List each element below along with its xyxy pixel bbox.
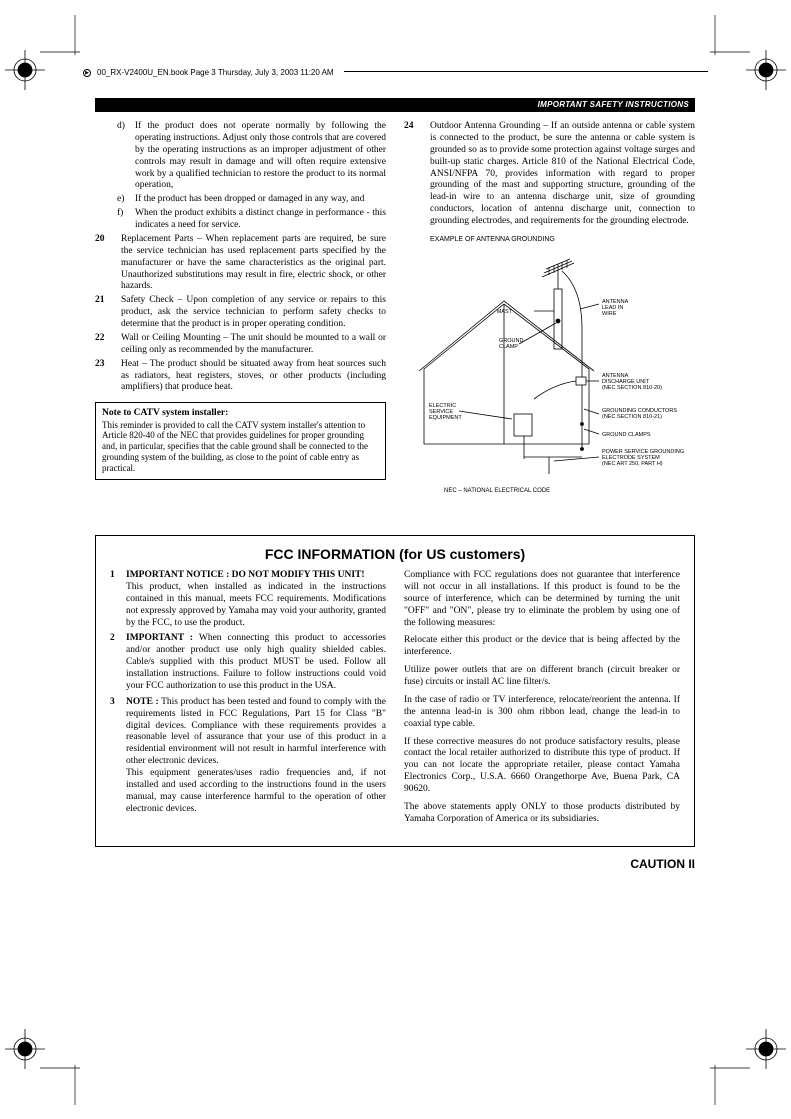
item-text: Replacement Parts – When replacement par… xyxy=(121,234,386,293)
fcc-para: Relocate either this product or the devi… xyxy=(404,635,680,659)
fcc-title: FCC INFORMATION (for US customers) xyxy=(110,546,680,562)
marker: d) xyxy=(95,121,135,192)
fcc-para: Compliance with FCC regulations does not… xyxy=(404,570,680,629)
marker: 3 xyxy=(110,697,126,816)
fcc-box: FCC INFORMATION (for US customers) 1 IMP… xyxy=(95,535,695,847)
caution-footer: CAUTION II xyxy=(95,857,695,871)
item-text: Heat – The product should be situated aw… xyxy=(121,359,386,395)
marker: 21 xyxy=(95,295,121,331)
item-text: Outdoor Antenna Grounding – If an outsid… xyxy=(430,121,695,228)
right-column: 24Outdoor Antenna Grounding – If an outs… xyxy=(404,121,695,495)
diagram-caption: NEC – NATIONAL ELECTRICAL CODE xyxy=(444,488,695,496)
marker: 24 xyxy=(404,121,430,228)
fcc-item: IMPORTANT NOTICE : DO NOT MODIFY THIS UN… xyxy=(126,570,386,629)
item-text: When the product exhibits a distinct cha… xyxy=(135,208,386,232)
marker: 22 xyxy=(95,333,121,357)
book-icon xyxy=(83,69,91,77)
fcc-item: IMPORTANT : When connecting this product… xyxy=(126,633,386,692)
fcc-para: In the case of radio or TV interference,… xyxy=(404,695,680,731)
svg-text:EQUIPMENT: EQUIPMENT xyxy=(429,415,462,421)
svg-text:(NEC SECTION 810-21): (NEC SECTION 810-21) xyxy=(602,414,662,420)
label-mast: MAST xyxy=(497,309,513,315)
fcc-right-column: Compliance with FCC regulations does not… xyxy=(404,570,680,832)
marker: 23 xyxy=(95,359,121,395)
header-book-line: 00_RX-V2400U_EN.book Page 3 Thursday, Ju… xyxy=(83,68,708,77)
fcc-para: If these corrective measures do not prod… xyxy=(404,737,680,796)
svg-text:CLAMP: CLAMP xyxy=(499,344,518,350)
fcc-item: NOTE : This product has been tested and … xyxy=(126,697,386,816)
note-body: This reminder is provided to call the CA… xyxy=(102,420,379,474)
fcc-left-column: 1 IMPORTANT NOTICE : DO NOT MODIFY THIS … xyxy=(110,570,386,832)
antenna-grounding-diagram: MAST ANTENNA LEAD IN WIRE GROUND CLAMP A… xyxy=(404,249,695,484)
svg-text:(NEC ART 250, PART H): (NEC ART 250, PART H) xyxy=(602,461,663,467)
item-text: Safety Check – Upon completion of any se… xyxy=(121,295,386,331)
catv-note-box: Note to CATV system installer: This remi… xyxy=(95,402,386,479)
fcc-para: Utilize power outlets that are on differ… xyxy=(404,665,680,689)
header-text: 00_RX-V2400U_EN.book Page 3 Thursday, Ju… xyxy=(97,68,334,77)
item-text: If the product does not operate normally… xyxy=(135,121,386,192)
marker: f) xyxy=(95,208,135,232)
fcc-para: The above statements apply ONLY to those… xyxy=(404,802,680,826)
left-column: d)If the product does not operate normal… xyxy=(95,121,386,495)
item-text: Wall or Ceiling Mounting – The unit shou… xyxy=(121,333,386,357)
item-text: If the product has been dropped or damag… xyxy=(135,194,386,206)
diagram-title: EXAMPLE OF ANTENNA GROUNDING xyxy=(430,236,695,245)
marker: e) xyxy=(95,194,135,206)
svg-text:WIRE: WIRE xyxy=(602,311,617,317)
marker: 2 xyxy=(110,633,126,692)
marker: 20 xyxy=(95,234,121,293)
marker: 1 xyxy=(110,570,126,629)
note-title: Note to CATV system installer: xyxy=(102,408,379,419)
svg-text:GROUND CLAMPS: GROUND CLAMPS xyxy=(602,432,651,438)
svg-text:(NEC SECTION 810-20): (NEC SECTION 810-20) xyxy=(602,385,662,391)
